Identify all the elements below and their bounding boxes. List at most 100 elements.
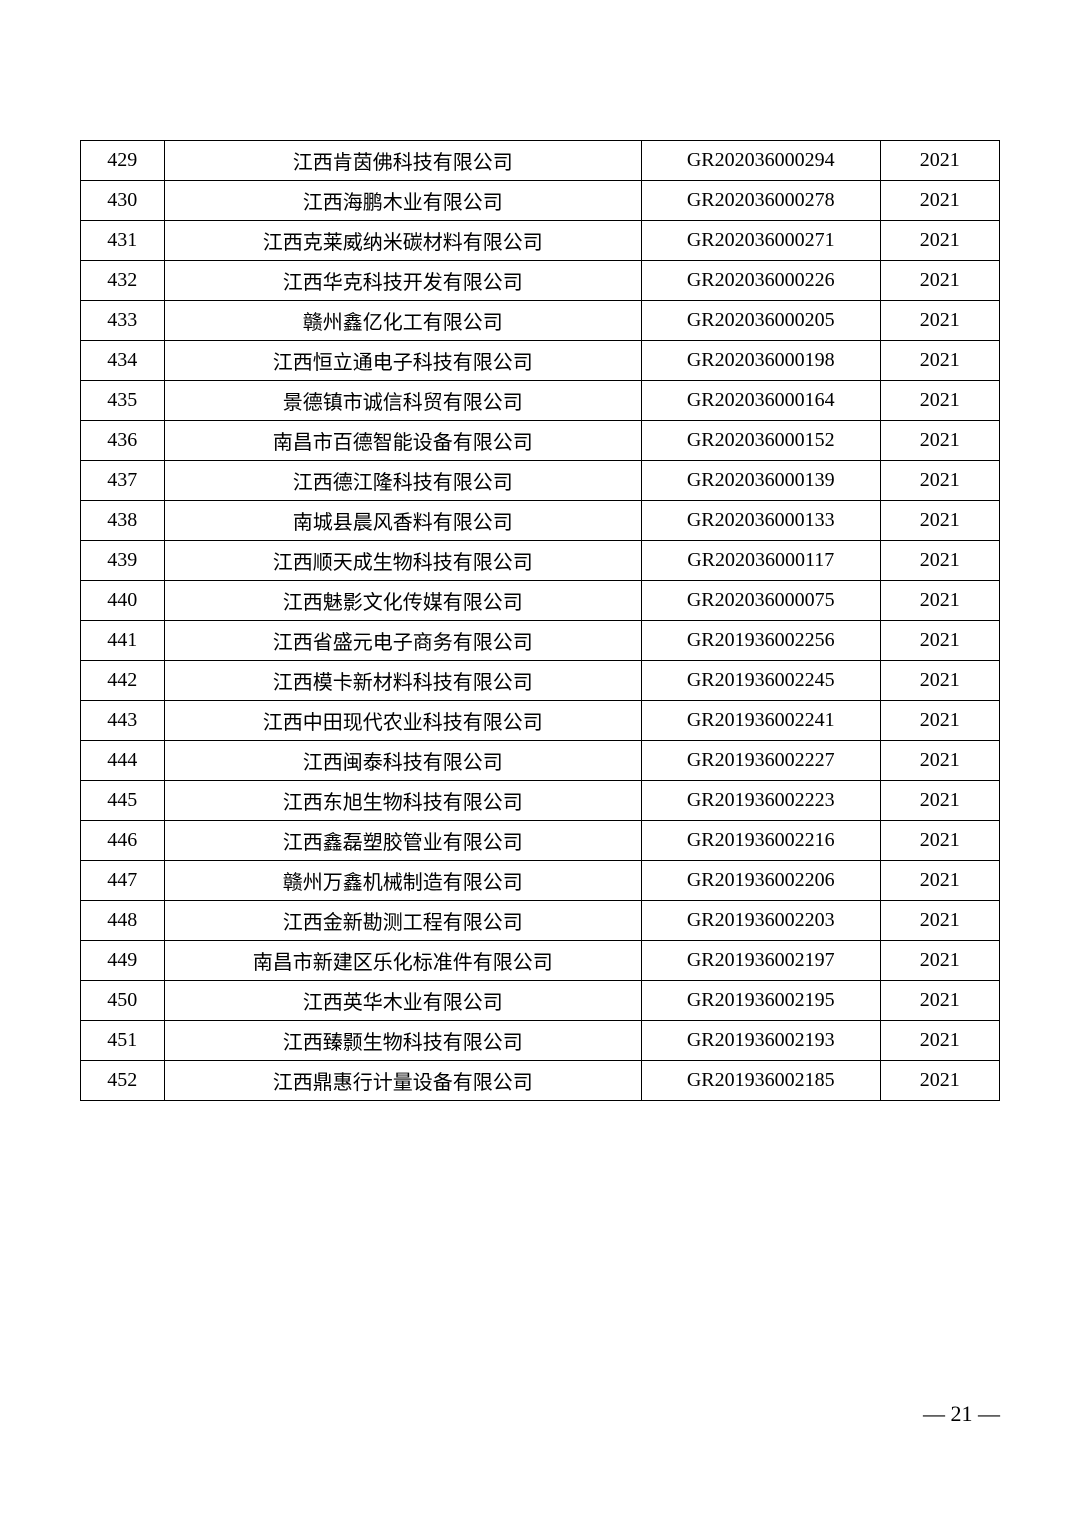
row-number: 448 [81, 901, 165, 941]
row-number: 438 [81, 501, 165, 541]
company-name: 江西鼎惠行计量设备有限公司 [164, 1061, 641, 1101]
row-number: 441 [81, 621, 165, 661]
company-code: GR202036000133 [641, 501, 880, 541]
row-number: 450 [81, 981, 165, 1021]
table-row: 438南城县晨风香料有限公司GR2020360001332021 [81, 501, 1000, 541]
year: 2021 [880, 1061, 999, 1101]
year: 2021 [880, 661, 999, 701]
table-row: 434江西恒立通电子科技有限公司GR2020360001982021 [81, 341, 1000, 381]
row-number: 452 [81, 1061, 165, 1101]
year: 2021 [880, 581, 999, 621]
company-code: GR202036000294 [641, 141, 880, 181]
company-code: GR202036000278 [641, 181, 880, 221]
company-name: 景德镇市诚信科贸有限公司 [164, 381, 641, 421]
table-row: 435景德镇市诚信科贸有限公司GR2020360001642021 [81, 381, 1000, 421]
table-row: 443江西中田现代农业科技有限公司GR2019360022412021 [81, 701, 1000, 741]
company-code: GR202036000075 [641, 581, 880, 621]
table-row: 439江西顺天成生物科技有限公司GR2020360001172021 [81, 541, 1000, 581]
company-code: GR201936002197 [641, 941, 880, 981]
company-code: GR202036000152 [641, 421, 880, 461]
row-number: 434 [81, 341, 165, 381]
company-name: 江西华克科技开发有限公司 [164, 261, 641, 301]
table-row: 451江西臻颢生物科技有限公司GR2019360021932021 [81, 1021, 1000, 1061]
year: 2021 [880, 501, 999, 541]
company-code: GR202036000139 [641, 461, 880, 501]
company-name: 江西肯茵佛科技有限公司 [164, 141, 641, 181]
table-row: 442江西模卡新材料科技有限公司GR2019360022452021 [81, 661, 1000, 701]
year: 2021 [880, 421, 999, 461]
company-code: GR201936002227 [641, 741, 880, 781]
year: 2021 [880, 781, 999, 821]
company-name: 江西恒立通电子科技有限公司 [164, 341, 641, 381]
company-name: 南昌市新建区乐化标准件有限公司 [164, 941, 641, 981]
table-row: 431江西克莱威纳米碳材料有限公司GR2020360002712021 [81, 221, 1000, 261]
company-name: 江西魅影文化传媒有限公司 [164, 581, 641, 621]
year: 2021 [880, 381, 999, 421]
row-number: 435 [81, 381, 165, 421]
row-number: 431 [81, 221, 165, 261]
company-code: GR201936002206 [641, 861, 880, 901]
company-code: GR201936002245 [641, 661, 880, 701]
table-row: 445江西东旭生物科技有限公司GR2019360022232021 [81, 781, 1000, 821]
row-number: 446 [81, 821, 165, 861]
table-row: 452江西鼎惠行计量设备有限公司GR2019360021852021 [81, 1061, 1000, 1101]
company-name: 赣州万鑫机械制造有限公司 [164, 861, 641, 901]
company-name: 江西鑫磊塑胶管业有限公司 [164, 821, 641, 861]
company-code: GR201936002216 [641, 821, 880, 861]
table-row: 444江西闽泰科技有限公司GR2019360022272021 [81, 741, 1000, 781]
year: 2021 [880, 741, 999, 781]
company-name: 南城县晨风香料有限公司 [164, 501, 641, 541]
table-row: 449南昌市新建区乐化标准件有限公司GR2019360021972021 [81, 941, 1000, 981]
row-number: 442 [81, 661, 165, 701]
table-row: 436南昌市百德智能设备有限公司GR2020360001522021 [81, 421, 1000, 461]
company-code: GR202036000271 [641, 221, 880, 261]
company-code: GR201936002195 [641, 981, 880, 1021]
row-number: 439 [81, 541, 165, 581]
row-number: 444 [81, 741, 165, 781]
row-number: 449 [81, 941, 165, 981]
row-number: 436 [81, 421, 165, 461]
table-body: 429江西肯茵佛科技有限公司GR2020360002942021430江西海鹏木… [81, 141, 1000, 1101]
table-row: 440江西魅影文化传媒有限公司GR2020360000752021 [81, 581, 1000, 621]
company-code: GR202036000205 [641, 301, 880, 341]
company-code: GR202036000117 [641, 541, 880, 581]
year: 2021 [880, 861, 999, 901]
year: 2021 [880, 701, 999, 741]
company-code: GR202036000164 [641, 381, 880, 421]
company-name: 江西闽泰科技有限公司 [164, 741, 641, 781]
table-row: 430江西海鹏木业有限公司GR2020360002782021 [81, 181, 1000, 221]
company-code: GR201936002223 [641, 781, 880, 821]
year: 2021 [880, 301, 999, 341]
company-name: 江西海鹏木业有限公司 [164, 181, 641, 221]
table-row: 429江西肯茵佛科技有限公司GR2020360002942021 [81, 141, 1000, 181]
page-number: — 21 — [923, 1401, 1000, 1427]
table-row: 433赣州鑫亿化工有限公司GR2020360002052021 [81, 301, 1000, 341]
year: 2021 [880, 141, 999, 181]
company-name: 江西中田现代农业科技有限公司 [164, 701, 641, 741]
table-row: 437江西德江隆科技有限公司GR2020360001392021 [81, 461, 1000, 501]
company-name: 江西克莱威纳米碳材料有限公司 [164, 221, 641, 261]
row-number: 430 [81, 181, 165, 221]
company-code: GR201936002241 [641, 701, 880, 741]
row-number: 440 [81, 581, 165, 621]
year: 2021 [880, 221, 999, 261]
table-row: 446江西鑫磊塑胶管业有限公司GR2019360022162021 [81, 821, 1000, 861]
company-code: GR202036000198 [641, 341, 880, 381]
table-row: 447赣州万鑫机械制造有限公司GR2019360022062021 [81, 861, 1000, 901]
year: 2021 [880, 461, 999, 501]
row-number: 445 [81, 781, 165, 821]
company-code: GR201936002256 [641, 621, 880, 661]
table-row: 432江西华克科技开发有限公司GR2020360002262021 [81, 261, 1000, 301]
year: 2021 [880, 821, 999, 861]
row-number: 451 [81, 1021, 165, 1061]
year: 2021 [880, 1021, 999, 1061]
company-name: 江西东旭生物科技有限公司 [164, 781, 641, 821]
company-name: 江西省盛元电子商务有限公司 [164, 621, 641, 661]
table-row: 441江西省盛元电子商务有限公司GR2019360022562021 [81, 621, 1000, 661]
company-table: 429江西肯茵佛科技有限公司GR2020360002942021430江西海鹏木… [80, 140, 1000, 1101]
row-number: 432 [81, 261, 165, 301]
year: 2021 [880, 181, 999, 221]
company-name: 江西臻颢生物科技有限公司 [164, 1021, 641, 1061]
year: 2021 [880, 901, 999, 941]
year: 2021 [880, 621, 999, 661]
